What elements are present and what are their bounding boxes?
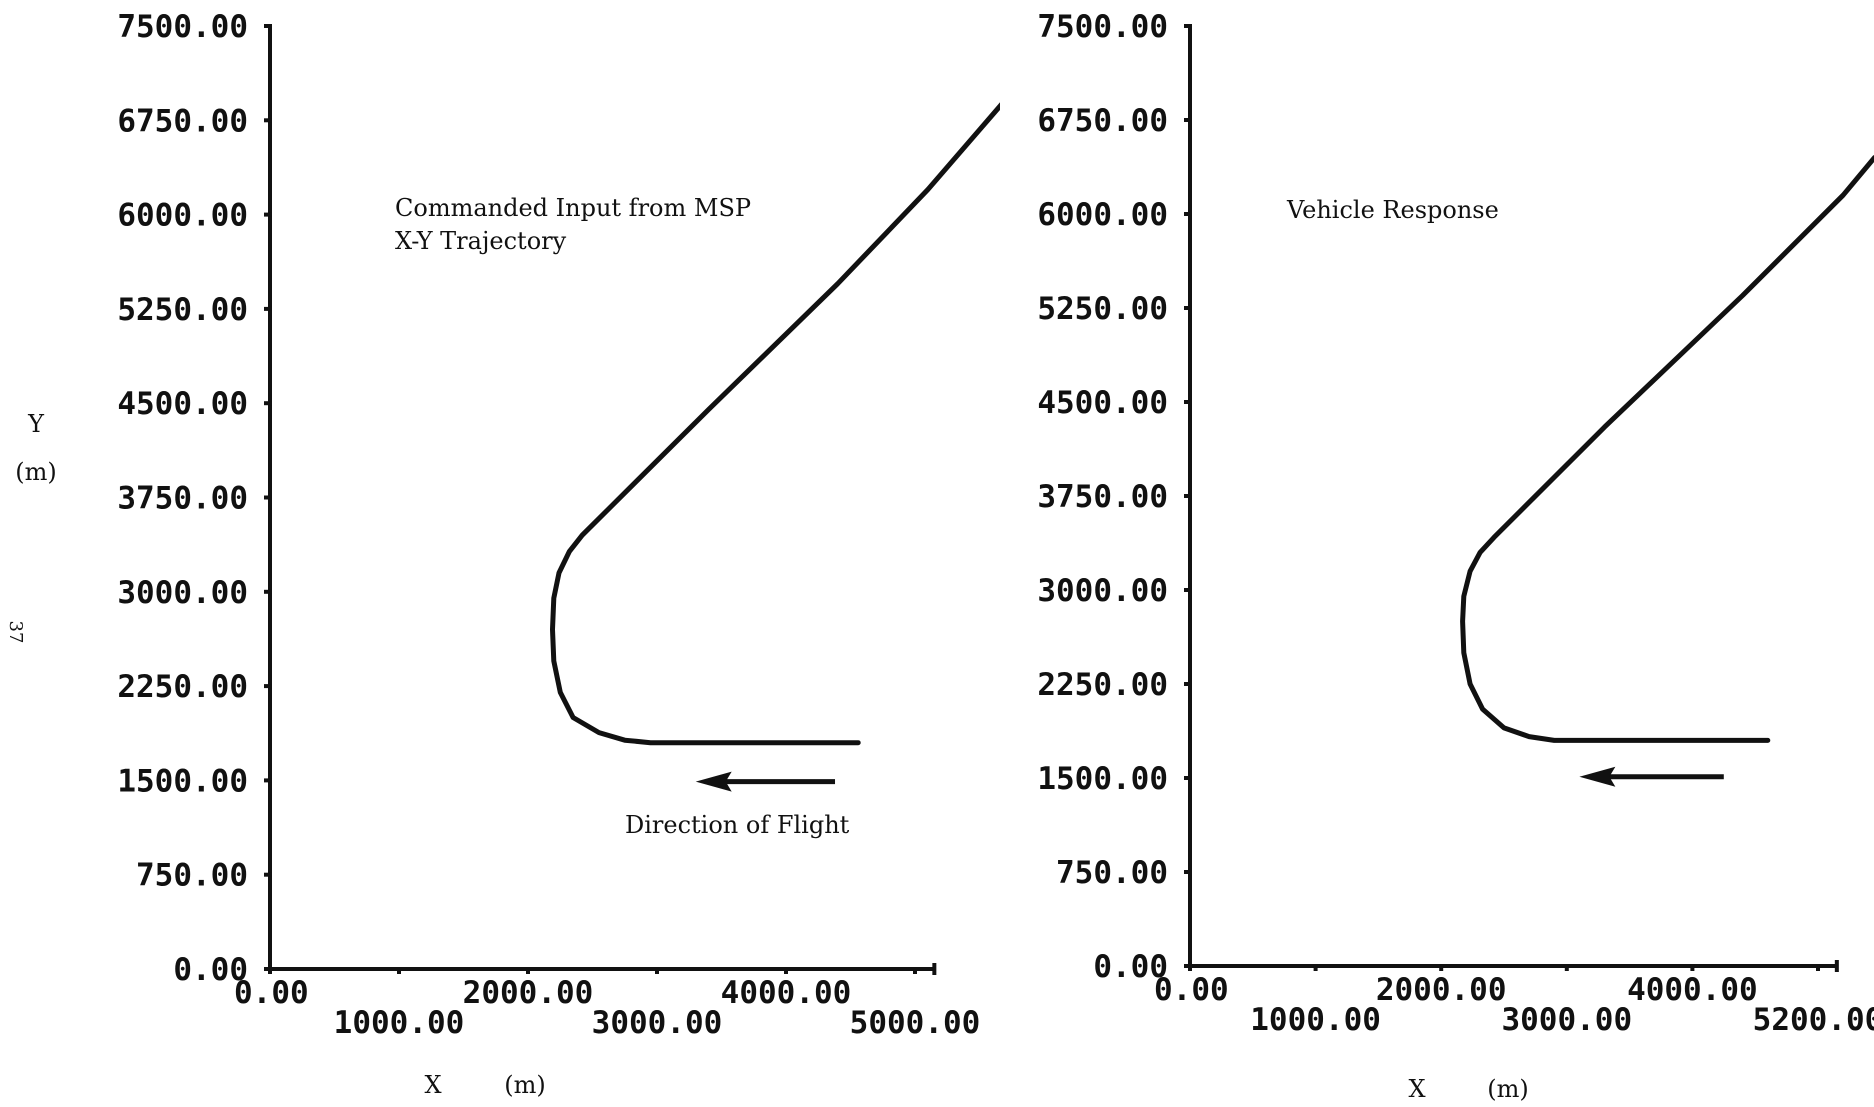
chart-1: 0.00 750.00 1500.00 2250.00 3000.00 3750.00 45… [1037, 9, 1874, 1038]
chart-marks: 0.00 750.00 1500.00 2250.00 3000.00 3750.00 45… [117, 9, 1874, 1041]
y-tick-label: 1500.00 [117, 763, 248, 799]
chart-subtitle-left: X-Y Trajectory [395, 227, 567, 255]
chart-title-right: Vehicle Response [1286, 196, 1499, 224]
x-tick-label: 5200.00 [1753, 1002, 1874, 1038]
y-axis-label: Y [27, 410, 45, 438]
x-tick-label: 4000.00 [721, 975, 852, 1011]
x-tick-label: 3000.00 [592, 1005, 723, 1041]
y-tick-label: 7500.00 [117, 9, 248, 45]
x-tick-label: 3000.00 [1501, 1002, 1632, 1038]
y-tick-label: 3000.00 [117, 575, 248, 611]
x-tick-label: 1000.00 [334, 1005, 465, 1041]
y-tick-label: 2250.00 [117, 669, 248, 705]
y-tick-label: 6000.00 [117, 198, 248, 234]
direction-arrow-head [695, 771, 732, 792]
y-tick-label: 750.00 [1056, 855, 1168, 891]
x-axis-label-right: X [1408, 1075, 1425, 1103]
y-tick-label: 4500.00 [1037, 385, 1168, 421]
x-axis-unit-right: (m) [1487, 1075, 1528, 1103]
x-tick-label: 4000.00 [1627, 972, 1758, 1008]
y-tick-label: 6000.00 [1037, 197, 1168, 233]
y-tick-label: 3750.00 [1037, 479, 1168, 515]
y-tick-label: 3000.00 [1037, 573, 1168, 609]
y-tick-label: 3750.00 [117, 481, 248, 517]
y-tick-label: 2250.00 [1037, 667, 1168, 703]
y-tick-label: 5250.00 [1037, 291, 1168, 327]
y-tick-label: 4500.00 [117, 386, 248, 422]
x-tick-label: 2000.00 [1376, 972, 1507, 1008]
chart-title-left: Commanded Input from MSP [395, 194, 751, 222]
y-axis-unit: (m) [15, 458, 56, 486]
direction-annotation: Direction of Flight [625, 811, 850, 839]
x-tick-label: 2000.00 [463, 975, 594, 1011]
y-tick-label: 6750.00 [1037, 103, 1168, 139]
y-tick-label: 6750.00 [117, 103, 248, 139]
y-tick-label: 0.00 [1093, 949, 1168, 985]
page-number: 37 [5, 621, 26, 644]
x-tick-label: 1000.00 [1250, 1002, 1381, 1038]
y-tick-label: 750.00 [136, 858, 248, 894]
trajectory-line [550, 102, 1000, 746]
x-axis-unit-left: (m) [504, 1071, 545, 1099]
y-tick-label: 7500.00 [1037, 9, 1168, 45]
y-tick-label: 5250.00 [117, 292, 248, 328]
x-tick-label: 5000.00 [850, 1005, 981, 1041]
direction-arrow-head [1579, 766, 1616, 787]
chart-0: 0.00 750.00 1500.00 2250.00 3000.00 3750.00 45… [117, 9, 1000, 1041]
x-tick-label: 0.00 [1154, 972, 1229, 1008]
x-axis-label-left: X [424, 1071, 441, 1099]
y-tick-label: 0.00 [173, 952, 248, 988]
x-tick-label: 0.00 [234, 975, 309, 1011]
y-tick-label: 1500.00 [1037, 761, 1168, 797]
trajectory-line [1460, 155, 1874, 743]
figure-labels: Y (m) 37 Commanded Input from MSP X-Y Tr… [5, 194, 1529, 1103]
